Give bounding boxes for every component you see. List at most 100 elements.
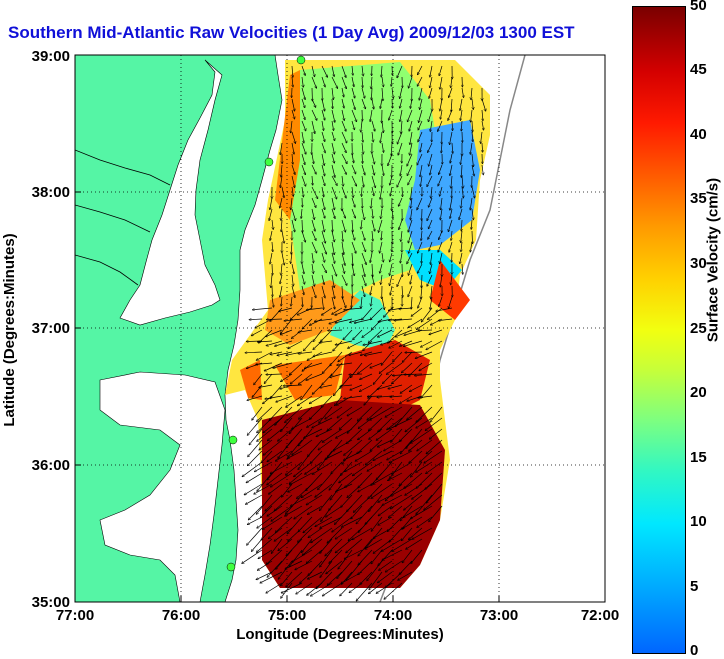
velocity-arrow (400, 109, 403, 122)
velocity-arrow (341, 65, 346, 77)
velocity-arrow (341, 296, 346, 308)
velocity-arrow (402, 516, 423, 529)
velocity-arrow (460, 252, 463, 264)
velocity-arrow (267, 450, 283, 462)
velocity-arrow (430, 406, 443, 422)
velocity-arrow (365, 351, 383, 356)
velocity-arrow (439, 65, 443, 76)
velocity-arrow (405, 417, 423, 432)
velocity-arrow (301, 175, 306, 186)
velocity-arrow (327, 417, 343, 431)
colorbar-tick: 35 (690, 190, 707, 207)
velocity-arrow (291, 98, 295, 111)
colorbar-tick: 25 (690, 320, 707, 337)
velocity-arrow (321, 164, 325, 176)
velocity-arrow (246, 341, 263, 342)
velocity-arrow (301, 142, 306, 154)
velocity-arrow (438, 241, 443, 252)
velocity-arrow (351, 505, 363, 519)
velocity-arrow (301, 131, 304, 143)
chesapeake-bay (119, 59, 223, 326)
velocity-arrow (392, 208, 393, 219)
velocity-arrow (248, 505, 263, 520)
velocity-arrow (341, 87, 344, 97)
velocity-arrow (279, 307, 293, 311)
velocity-arrow (428, 197, 433, 207)
velocity-arrow (356, 582, 373, 601)
velocity-arrow (381, 340, 393, 345)
velocity-arrow (471, 219, 472, 229)
velocity-arrow (462, 263, 463, 274)
velocity-arrow (274, 494, 293, 511)
velocity-arrow (440, 186, 443, 196)
velocity-arrow (390, 396, 403, 397)
velocity-arrow (410, 142, 413, 155)
velocity-arrow (311, 285, 316, 298)
velocity-arrow (371, 186, 374, 196)
velocity-arrow (378, 494, 393, 502)
velocity-arrow (411, 197, 413, 208)
velocity-arrow (327, 571, 343, 585)
velocity-arrow (320, 538, 333, 553)
velocity-arrow (342, 230, 343, 241)
velocity-arrow (361, 175, 364, 187)
velocity-arrow (242, 461, 263, 477)
velocity-arrow (371, 219, 375, 231)
velocity-arrow (335, 505, 353, 524)
velocity-arrow (388, 472, 403, 481)
velocity-arrow (302, 219, 303, 233)
velocity-arrow (369, 428, 383, 439)
velocity-arrow (416, 494, 433, 514)
velocity-arrow (287, 516, 303, 534)
colorbar (632, 6, 686, 654)
velocity-arrow (462, 175, 463, 188)
velocity-arrow (382, 87, 383, 101)
velocity-arrow (326, 560, 343, 574)
velocity-arrow (272, 241, 273, 252)
velocity-arrow (321, 296, 324, 310)
velocity-arrow (431, 285, 433, 299)
velocity-arrow (311, 219, 315, 231)
velocity-arrow (460, 98, 463, 110)
velocity-arrow (320, 384, 333, 388)
x-tick-label: 73:00 (480, 607, 518, 624)
velocity-arrow (247, 395, 263, 400)
velocity-arrow (417, 516, 433, 528)
velocity-arrow (405, 352, 423, 353)
velocity-arrow (429, 87, 433, 98)
velocity-arrow (358, 362, 373, 374)
velocity-arrow (272, 263, 273, 275)
velocity-arrow (346, 560, 363, 580)
velocity-arrow (370, 307, 383, 320)
velocity-arrow (331, 76, 338, 88)
velocity-arrow (409, 120, 413, 131)
velocity-arrow (312, 175, 313, 185)
velocity-arrow (352, 461, 373, 476)
velocity-arrow (290, 307, 303, 320)
velocity-arrow (331, 65, 334, 76)
colorbar-tick: 40 (690, 126, 707, 143)
velocity-arrow (257, 516, 273, 528)
velocity-arrow (349, 582, 363, 593)
velocity-arrow (376, 428, 393, 440)
velocity-arrow (292, 274, 293, 286)
velocity-arrow (307, 505, 323, 514)
velocity-arrow (288, 483, 303, 492)
velocity-arrow (398, 197, 403, 206)
velocity-arrow (270, 230, 273, 240)
velocity-arrow (351, 241, 356, 253)
velocity-arrow (304, 428, 323, 438)
velocity-arrow (302, 76, 303, 87)
velocity-arrow (311, 164, 316, 174)
velocity-arrow (402, 362, 413, 373)
velocity-arrow (266, 329, 283, 337)
velocity-arrow (381, 76, 383, 87)
y-axis-label: Latitude (Degrees:Minutes) (1, 233, 18, 426)
velocity-arrow (370, 406, 393, 420)
velocity-arrow (259, 384, 273, 388)
velocity-arrow (291, 175, 295, 188)
velocity-arrow (311, 274, 315, 286)
velocity-arrow (371, 98, 374, 109)
velocity-arrow (331, 109, 335, 122)
velocity-arrow (409, 384, 423, 392)
